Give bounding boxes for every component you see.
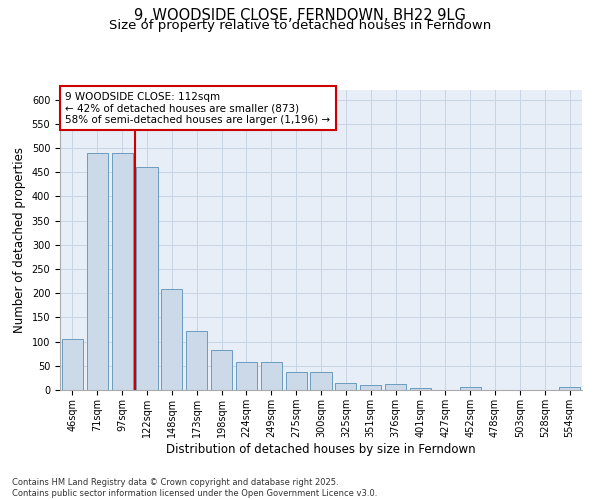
Text: Contains HM Land Registry data © Crown copyright and database right 2025.
Contai: Contains HM Land Registry data © Crown c… [12,478,377,498]
Bar [460,386,481,390]
Bar [211,350,232,390]
Bar [360,385,381,390]
Bar [559,386,580,390]
Bar [310,372,332,390]
Text: Size of property relative to detached houses in Ferndown: Size of property relative to detached ho… [109,18,491,32]
Bar [261,362,282,390]
Bar [161,290,182,390]
Y-axis label: Number of detached properties: Number of detached properties [13,147,26,333]
Bar [136,168,158,390]
Bar [186,331,207,390]
Bar [385,384,406,390]
Text: 9, WOODSIDE CLOSE, FERNDOWN, BH22 9LG: 9, WOODSIDE CLOSE, FERNDOWN, BH22 9LG [134,8,466,22]
Bar [286,372,307,390]
Bar [62,339,83,390]
Bar [87,153,108,390]
Text: Distribution of detached houses by size in Ferndown: Distribution of detached houses by size … [166,442,476,456]
Bar [236,362,257,390]
Bar [112,153,133,390]
Text: 9 WOODSIDE CLOSE: 112sqm
← 42% of detached houses are smaller (873)
58% of semi-: 9 WOODSIDE CLOSE: 112sqm ← 42% of detach… [65,92,331,124]
Bar [335,383,356,390]
Bar [410,388,431,390]
